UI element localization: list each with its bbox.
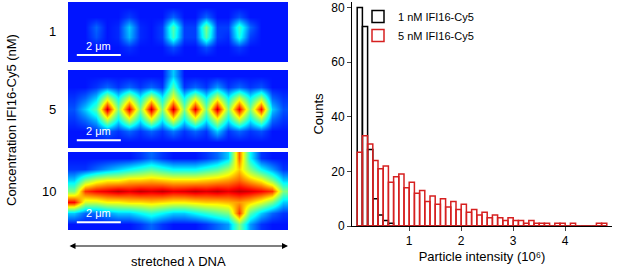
svg-text:1 nM IFI16-Cy5: 1 nM IFI16-Cy5 [398, 11, 474, 23]
svg-text:Concentration IFI16-Cy5 (nM): Concentration IFI16-Cy5 (nM) [4, 34, 19, 206]
svg-text:4: 4 [562, 234, 569, 248]
svg-text:Particle intensity (10⁶): Particle intensity (10⁶) [419, 249, 546, 264]
svg-text:2 μm: 2 μm [86, 40, 111, 52]
svg-text:5 nM IFI16-Cy5: 5 nM IFI16-Cy5 [398, 30, 474, 42]
svg-text:80: 80 [331, 1, 345, 15]
svg-text:2 μm: 2 μm [86, 125, 111, 137]
svg-text:0: 0 [338, 219, 345, 233]
svg-text:1: 1 [406, 234, 413, 248]
svg-text:2 μm: 2 μm [86, 207, 111, 219]
svg-text:Counts: Counts [311, 93, 326, 135]
svg-text:10: 10 [42, 184, 56, 199]
svg-text:60: 60 [331, 55, 345, 69]
svg-text:20: 20 [331, 165, 345, 179]
svg-text:2: 2 [458, 234, 465, 248]
svg-text:stretched λ DNA: stretched λ DNA [131, 254, 226, 269]
svg-text:1: 1 [49, 24, 56, 39]
svg-text:5: 5 [49, 102, 56, 117]
svg-text:40: 40 [331, 110, 345, 124]
svg-text:3: 3 [510, 234, 517, 248]
